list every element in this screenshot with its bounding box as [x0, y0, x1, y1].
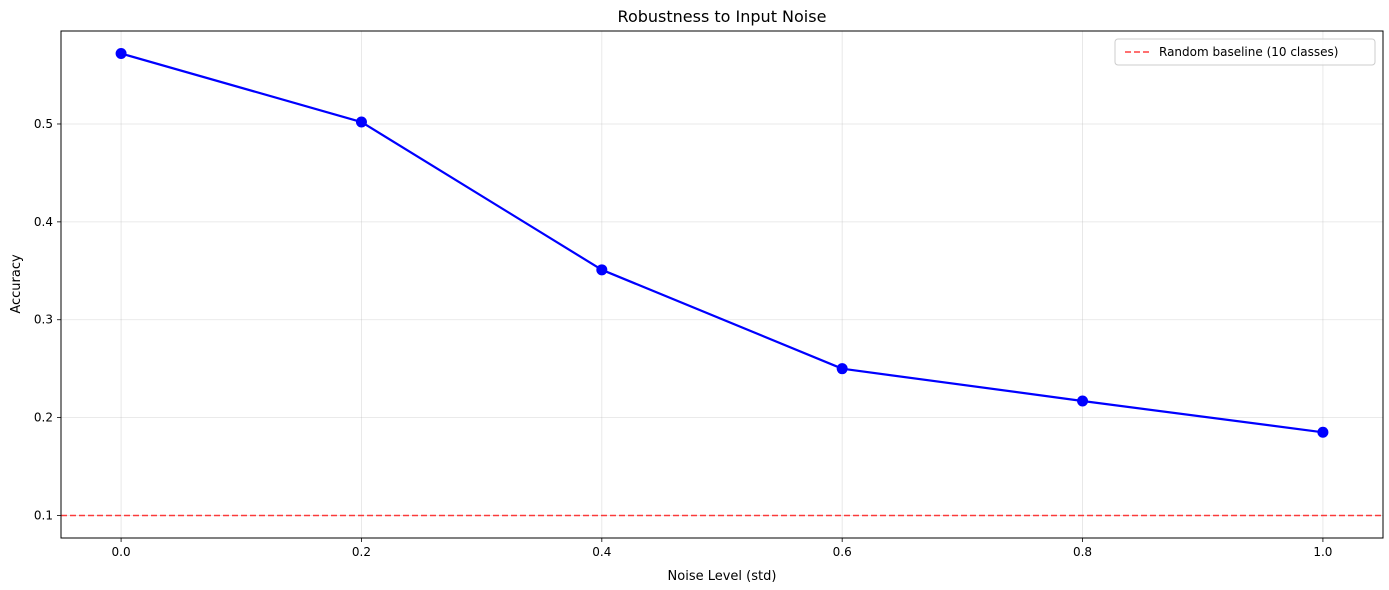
- y-tick-label: 0.2: [34, 411, 53, 425]
- x-tick-label: 0.0: [112, 545, 131, 559]
- y-axis-label: Accuracy: [9, 254, 24, 314]
- data-point: [1077, 395, 1089, 407]
- x-axis-label: Noise Level (std): [668, 569, 777, 584]
- data-point: [596, 264, 608, 276]
- x-tick-label: 0.6: [833, 545, 852, 559]
- plot-frame: [60, 30, 1384, 539]
- x-tick-label: 0.8: [1073, 545, 1092, 559]
- data-point: [836, 363, 848, 375]
- legend-box: [1114, 38, 1376, 66]
- accuracy-series-line: [120, 52, 1324, 434]
- y-tick-label: 0.4: [34, 215, 53, 229]
- x-axis-ticks: 0.0 0.2 0.4 0.6 0.8 1.0: [112, 538, 1332, 559]
- y-axis-ticks: 0.1 0.2 0.3 0.4 0.5: [34, 117, 61, 522]
- data-point: [1317, 426, 1329, 438]
- data-point: [115, 48, 127, 60]
- y-tick-label: 0.3: [34, 313, 53, 327]
- x-tick-label: 1.0: [1313, 545, 1332, 559]
- y-tick-label: 0.5: [34, 117, 53, 131]
- data-point: [355, 116, 367, 128]
- series: [115, 48, 1329, 438]
- legend: Random baseline (10 classes): [1114, 38, 1376, 66]
- chart-title: Robustness to Input Noise: [618, 7, 827, 26]
- y-tick-label: 0.1: [34, 508, 53, 522]
- legend-label: Random baseline (10 classes): [1159, 45, 1338, 59]
- x-tick-label: 0.4: [592, 545, 611, 559]
- x-tick-label: 0.2: [352, 545, 371, 559]
